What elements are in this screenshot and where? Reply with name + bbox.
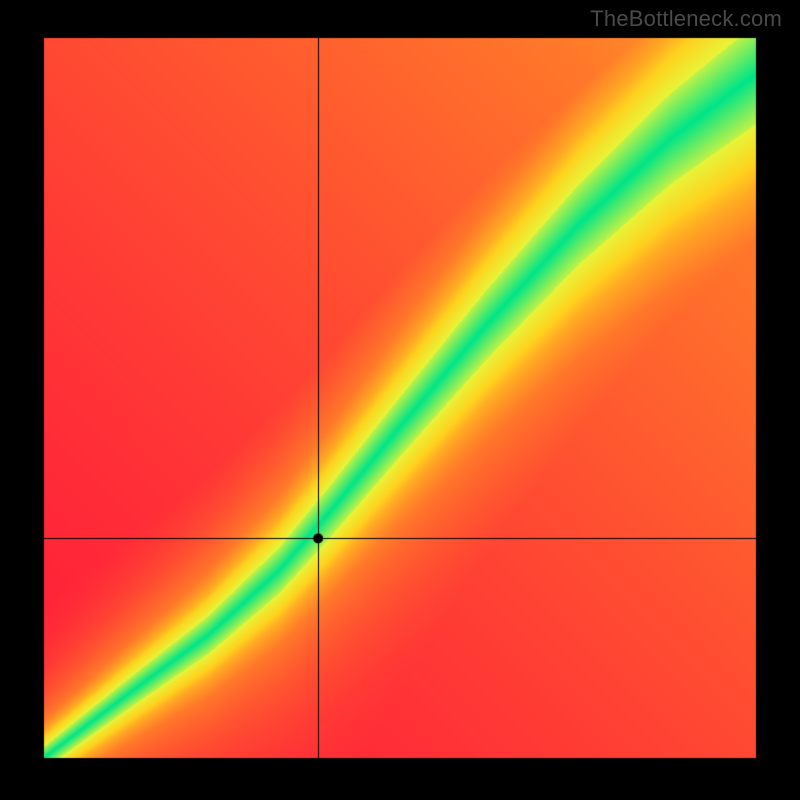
watermark-text: TheBottleneck.com [590, 6, 782, 32]
bottleneck-heatmap [0, 0, 800, 800]
chart-container: TheBottleneck.com [0, 0, 800, 800]
